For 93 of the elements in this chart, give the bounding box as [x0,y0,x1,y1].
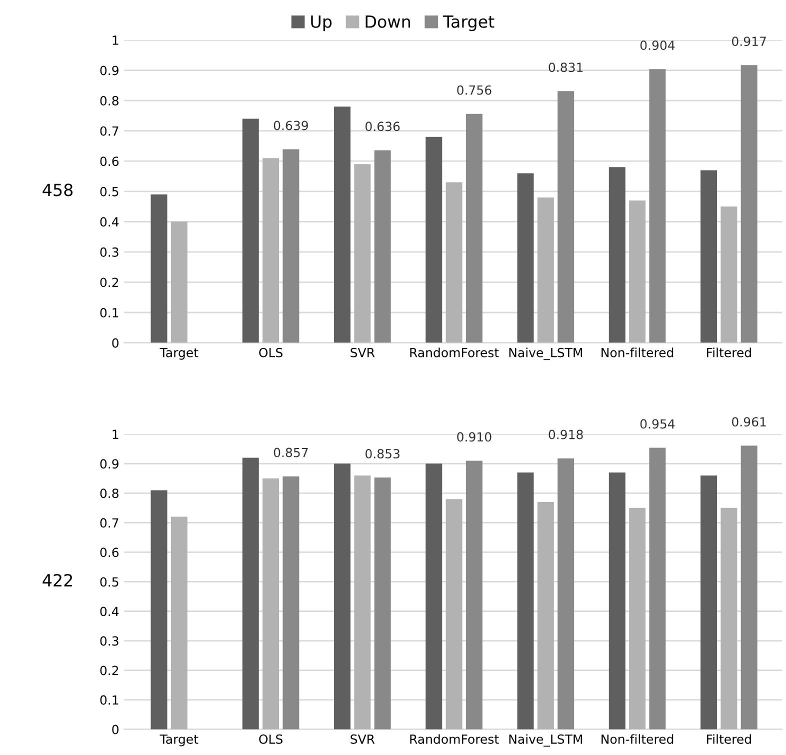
data-label: 0.917 [732,36,766,46]
bar [740,446,758,730]
bar [558,91,574,343]
y-tick-label: 0.8 [100,488,118,498]
bar [629,200,646,343]
y-axis-title: 422 [42,574,72,586]
y-tick-label: 0.3 [100,247,118,257]
bar [150,490,168,730]
y-tick-label: 0.5 [100,577,118,587]
bar [242,118,259,343]
data-label: 0.961 [732,417,766,427]
data-label: 0.904 [640,40,675,50]
bar [374,478,391,730]
bar [446,182,462,343]
y-tick-label: 0.7 [100,126,118,136]
x-tick-label: SVR [350,734,375,744]
data-label: 0.853 [366,448,400,458]
bar [608,167,626,343]
y-tick-label: 0.9 [100,66,118,76]
bar [700,475,718,730]
data-label: 0.954 [640,419,675,429]
bar [517,173,534,343]
bar [649,69,666,343]
y-tick-label: 0.6 [100,156,119,166]
data-label: 0.831 [548,62,583,72]
y-tick-label: 0.3 [100,636,118,646]
data-label: 0.857 [274,448,308,458]
bar [740,65,758,343]
bar [282,149,300,343]
x-tick-label: RandomForest [410,348,499,358]
bar [242,458,259,730]
bar [466,114,482,343]
x-tick-label: OLS [259,348,282,358]
legend-label: Up [311,16,332,32]
bar [426,464,442,730]
x-tick-label: Filtered [707,348,751,358]
y-tick-label: 0.6 [100,548,119,558]
data-label: 0.756 [457,85,492,95]
data-label: 0.639 [274,120,308,130]
x-tick-label: RandomForest [410,734,499,744]
bar [649,448,666,730]
data-label: 0.636 [366,122,400,132]
x-tick-label: Naive_LSTM [509,734,582,747]
bar [150,194,168,343]
y-tick-label: 1 [112,430,118,439]
bar [374,150,391,343]
data-label: 0.918 [548,430,583,440]
y-tick-label: 0.8 [100,96,118,106]
x-tick-label: Target [160,348,198,360]
bar [720,206,738,343]
bar [262,478,280,730]
bar [466,460,482,730]
y-tick-label: 0.5 [100,186,118,196]
x-tick-label: SVR [350,348,375,358]
y-tick-label: 0.4 [100,606,119,616]
y-tick-label: 0 [112,338,118,348]
bar [354,164,371,343]
bar [426,136,442,343]
bar [629,508,646,730]
bar [170,222,188,343]
bar [282,476,300,730]
y-tick-label: 0.1 [100,695,118,705]
bar [608,472,626,730]
bar [517,472,534,730]
x-tick-label: Target [160,734,198,746]
y-tick-label: 0.2 [100,278,118,288]
x-tick-label: Filtered [707,734,751,744]
bar [537,502,554,730]
bar [262,158,280,343]
y-tick-label: 0.7 [100,518,118,528]
y-tick-label: 0.4 [100,217,119,227]
bar [354,475,371,730]
legend-label: Down [366,16,410,28]
y-axis-title: 458 [42,184,73,196]
x-tick-label: Naive_LSTM [509,348,582,360]
x-tick-label: OLS [259,734,282,744]
bar [720,508,738,730]
data-label: 0.910 [457,432,492,442]
legend-label: Target [443,16,494,32]
y-tick-label: 1 [112,36,118,45]
x-tick-label: Non-filtered [602,348,674,358]
bar [700,170,718,343]
y-tick-label: 0.2 [100,666,118,676]
bar [334,106,351,343]
bar [170,516,188,730]
x-tick-label: Non-filtered [602,734,674,744]
y-tick-label: 0.9 [100,459,118,469]
y-tick-label: 0 [112,724,118,734]
bar [537,197,554,343]
bar [446,499,462,730]
y-tick-label: 0.1 [100,308,118,318]
bar [334,464,351,730]
bar [558,458,574,730]
